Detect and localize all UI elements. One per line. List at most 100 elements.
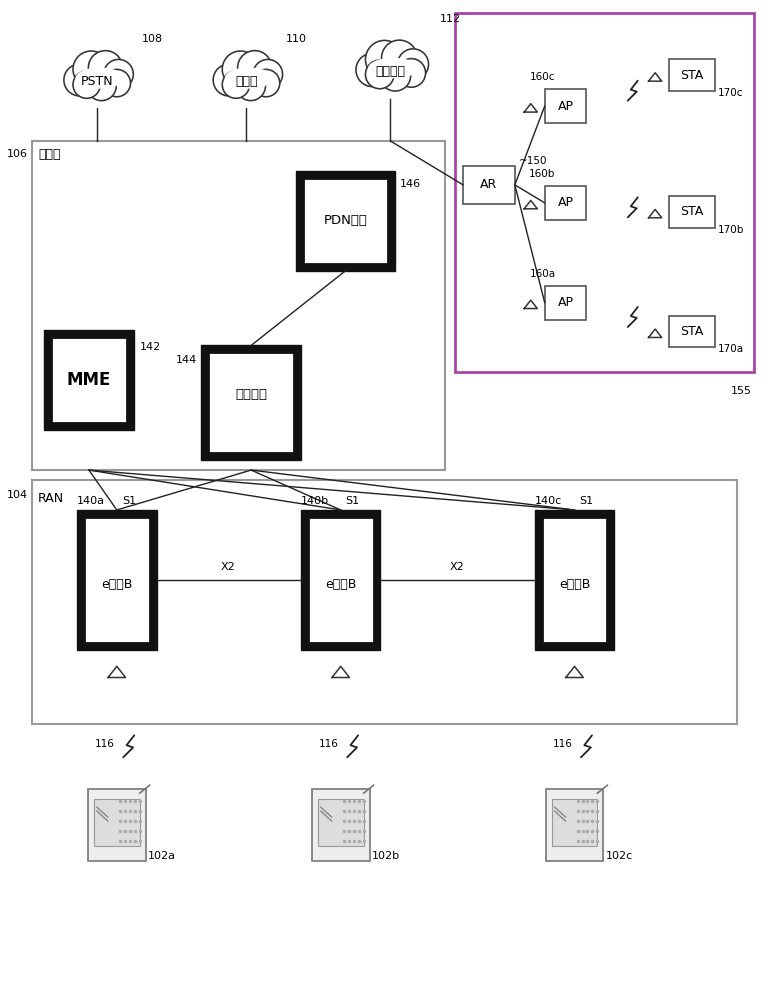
Text: 112: 112 xyxy=(440,14,461,24)
Circle shape xyxy=(104,59,133,89)
Bar xyxy=(542,517,607,643)
Text: 102b: 102b xyxy=(372,851,399,861)
Bar xyxy=(51,337,127,423)
Text: 140c: 140c xyxy=(535,496,562,506)
Text: 155: 155 xyxy=(731,386,752,396)
Bar xyxy=(94,799,140,846)
Text: 104: 104 xyxy=(7,490,28,500)
Circle shape xyxy=(356,53,389,87)
Bar xyxy=(669,196,715,228)
Text: 160c: 160c xyxy=(530,72,555,82)
Text: 102a: 102a xyxy=(148,851,176,861)
Text: 144: 144 xyxy=(176,355,197,365)
Text: STA: STA xyxy=(680,205,704,218)
Text: S1: S1 xyxy=(580,496,594,506)
Bar xyxy=(84,517,150,643)
Circle shape xyxy=(366,40,404,79)
Text: AP: AP xyxy=(558,196,574,209)
Circle shape xyxy=(366,60,394,89)
Text: 因特网: 因特网 xyxy=(235,75,257,88)
Text: AP: AP xyxy=(558,296,574,309)
Text: 170a: 170a xyxy=(718,344,744,354)
Bar xyxy=(545,789,604,861)
Circle shape xyxy=(397,59,425,87)
Text: PDN网关: PDN网关 xyxy=(324,214,368,227)
Bar xyxy=(32,141,445,470)
Circle shape xyxy=(252,69,280,97)
Bar xyxy=(44,330,134,430)
Text: 140b: 140b xyxy=(301,496,329,506)
Circle shape xyxy=(379,60,411,91)
Bar xyxy=(208,352,294,453)
Text: 170c: 170c xyxy=(718,88,744,98)
Text: 116: 116 xyxy=(95,739,115,749)
Text: 146: 146 xyxy=(399,179,421,189)
Text: e节点B: e节点B xyxy=(325,578,356,591)
Text: X2: X2 xyxy=(450,562,464,572)
Bar xyxy=(545,286,587,320)
Circle shape xyxy=(73,71,100,98)
Text: 160b: 160b xyxy=(529,169,555,179)
Text: e节点B: e节点B xyxy=(559,578,591,591)
Text: 160a: 160a xyxy=(529,269,555,279)
Text: 140a: 140a xyxy=(77,496,105,506)
Text: 其他网络: 其他网络 xyxy=(376,65,405,78)
Text: 142: 142 xyxy=(140,342,161,352)
Text: 170b: 170b xyxy=(718,225,744,235)
Bar xyxy=(303,178,389,264)
Circle shape xyxy=(213,64,245,96)
Text: 116: 116 xyxy=(552,739,572,749)
Bar xyxy=(301,510,380,650)
Text: 110: 110 xyxy=(286,34,307,44)
Text: AR: AR xyxy=(480,178,497,191)
Text: 服务网关: 服务网关 xyxy=(235,388,267,401)
Bar xyxy=(296,171,396,271)
Circle shape xyxy=(103,69,131,97)
Bar xyxy=(77,510,157,650)
Circle shape xyxy=(398,49,428,80)
Bar xyxy=(535,510,614,650)
Circle shape xyxy=(236,71,265,101)
Circle shape xyxy=(238,51,272,85)
Ellipse shape xyxy=(218,63,280,93)
Circle shape xyxy=(86,71,116,101)
Bar xyxy=(312,789,369,861)
Ellipse shape xyxy=(68,63,131,93)
Bar xyxy=(552,799,597,846)
Bar xyxy=(455,13,754,372)
Text: STA: STA xyxy=(680,325,704,338)
Ellipse shape xyxy=(368,58,418,78)
Circle shape xyxy=(73,51,109,88)
Circle shape xyxy=(64,64,96,96)
Circle shape xyxy=(89,51,122,85)
Text: 核心网: 核心网 xyxy=(38,148,60,161)
Text: S1: S1 xyxy=(346,496,360,506)
Bar xyxy=(317,799,363,846)
Text: e节点B: e节点B xyxy=(101,578,132,591)
Circle shape xyxy=(253,59,282,89)
Circle shape xyxy=(382,40,417,76)
Text: ~150: ~150 xyxy=(519,156,547,166)
Text: S1: S1 xyxy=(122,496,136,506)
Bar xyxy=(545,89,587,123)
Text: X2: X2 xyxy=(221,562,236,572)
Bar xyxy=(463,166,515,204)
Text: 102c: 102c xyxy=(605,851,633,861)
Circle shape xyxy=(223,51,259,88)
Ellipse shape xyxy=(225,68,273,89)
Bar xyxy=(201,345,301,460)
Bar xyxy=(308,517,373,643)
Ellipse shape xyxy=(76,68,124,89)
Text: 116: 116 xyxy=(319,739,339,749)
Circle shape xyxy=(223,71,249,98)
Bar xyxy=(669,59,715,91)
Bar xyxy=(32,480,737,724)
Text: 106: 106 xyxy=(7,149,28,159)
Text: 108: 108 xyxy=(142,34,163,44)
Text: RAN: RAN xyxy=(38,492,64,505)
Bar xyxy=(669,316,715,347)
Text: MME: MME xyxy=(67,371,111,389)
Bar xyxy=(545,186,587,220)
Bar xyxy=(88,789,145,861)
Text: AP: AP xyxy=(558,100,574,113)
